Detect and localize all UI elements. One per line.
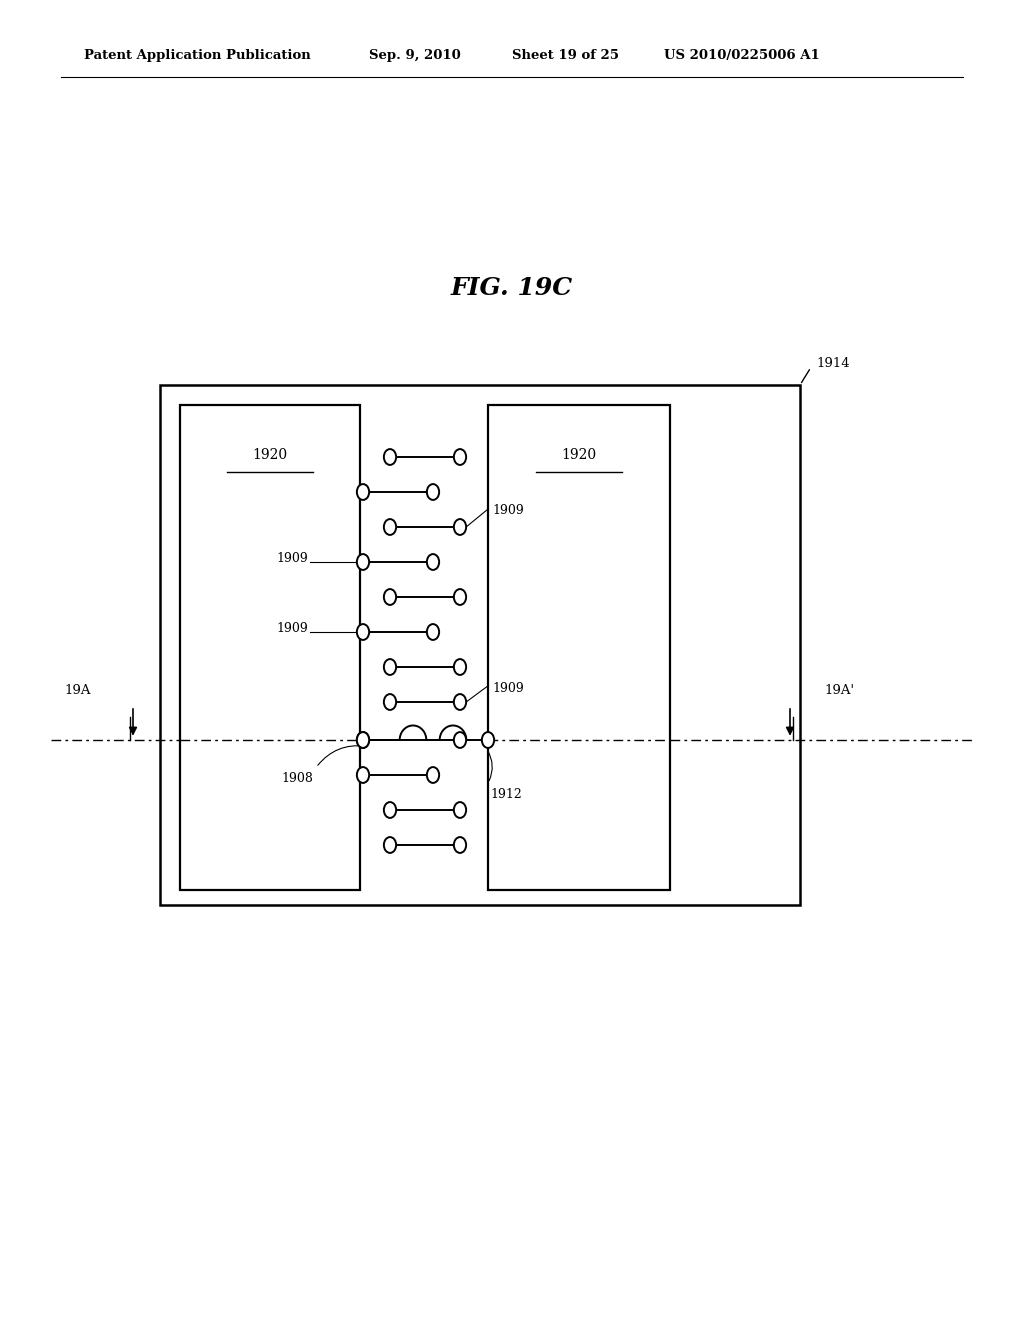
Circle shape [482,733,495,748]
Circle shape [454,803,466,818]
Text: 1920: 1920 [561,449,597,462]
Circle shape [454,659,466,675]
Circle shape [454,694,466,710]
Circle shape [384,803,396,818]
Text: 19A: 19A [65,684,91,697]
Circle shape [454,519,466,535]
Text: 19A': 19A' [825,684,855,697]
Circle shape [427,767,439,783]
Text: 1909: 1909 [492,681,523,694]
Circle shape [454,837,466,853]
Bar [180,405,360,890]
Circle shape [356,733,369,748]
Text: 1908: 1908 [282,771,313,784]
Circle shape [384,449,396,465]
Circle shape [384,659,396,675]
Circle shape [356,484,369,500]
Circle shape [454,449,466,465]
Circle shape [384,589,396,605]
Circle shape [384,837,396,853]
Text: 1912: 1912 [490,788,522,801]
Bar [160,385,800,906]
Circle shape [356,624,369,640]
Circle shape [384,694,396,710]
Circle shape [454,589,466,605]
Circle shape [356,733,369,748]
Text: 1920: 1920 [253,449,288,462]
Circle shape [427,484,439,500]
Text: Sep. 9, 2010: Sep. 9, 2010 [369,49,461,62]
Text: Patent Application Publication: Patent Application Publication [84,49,310,62]
Text: FIG. 19C: FIG. 19C [451,276,573,300]
Circle shape [427,554,439,570]
Bar [488,405,670,890]
Text: 1909: 1909 [276,622,308,635]
Circle shape [454,733,466,748]
Text: Sheet 19 of 25: Sheet 19 of 25 [512,49,618,62]
Text: US 2010/0225006 A1: US 2010/0225006 A1 [664,49,819,62]
Circle shape [384,519,396,535]
Text: 1909: 1909 [492,503,523,516]
Circle shape [356,767,369,783]
Text: 1914: 1914 [816,356,850,370]
Circle shape [427,624,439,640]
Text: 1909: 1909 [276,552,308,565]
Circle shape [356,554,369,570]
